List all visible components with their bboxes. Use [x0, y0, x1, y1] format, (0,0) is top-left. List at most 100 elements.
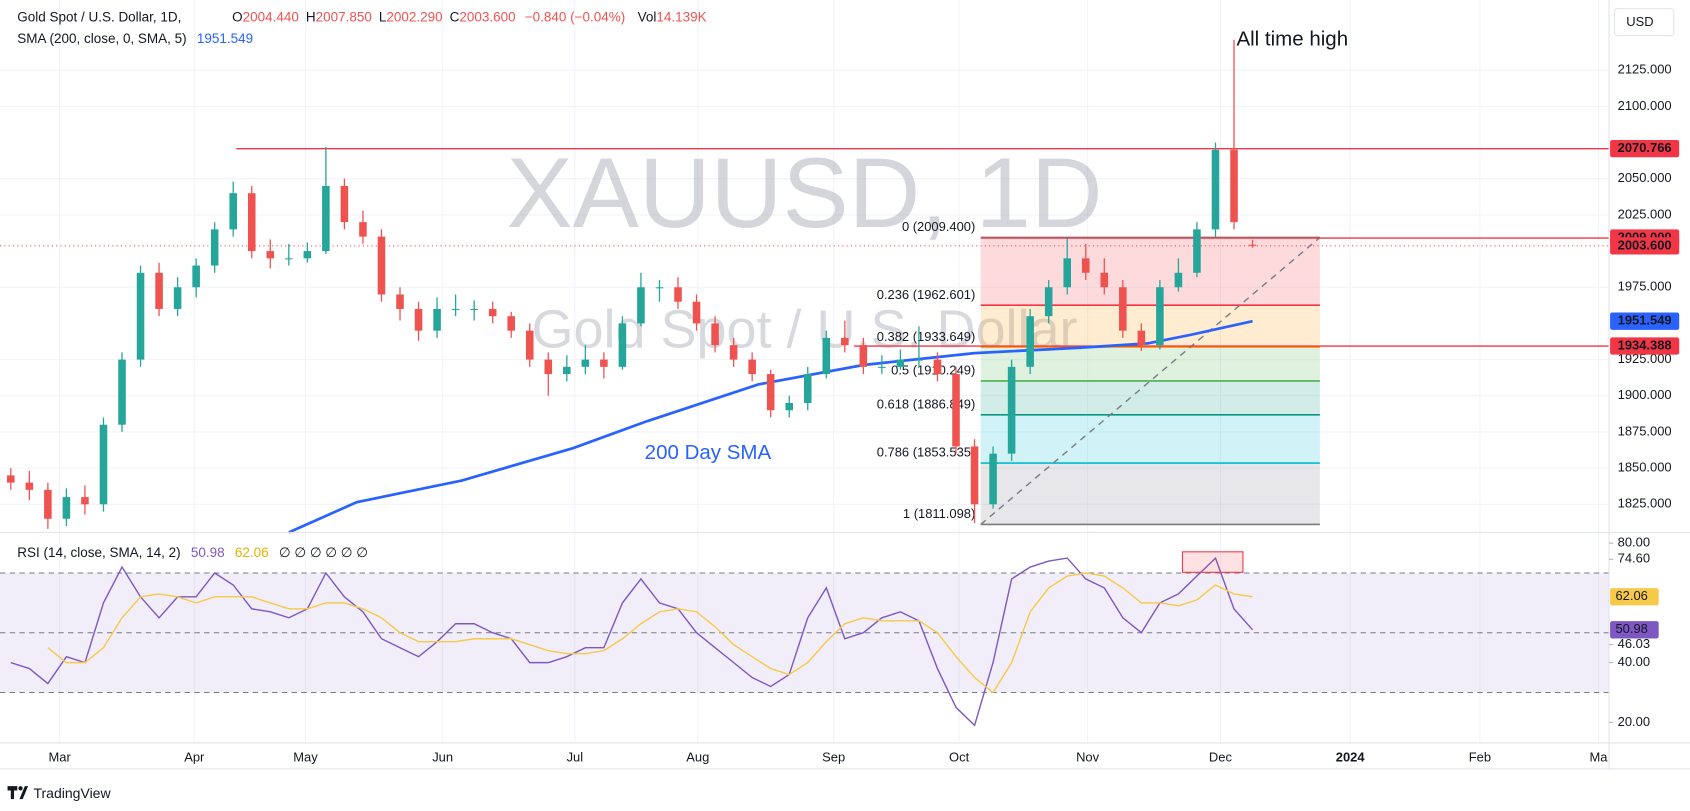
candle-body — [136, 272, 145, 360]
x-tick-label: Sep — [822, 750, 845, 765]
candle-body — [1119, 287, 1127, 331]
rsi-placeholders: ∅ ∅ ∅ ∅ ∅ ∅ — [279, 545, 368, 560]
fib-label: 0.618 (1886.849) — [877, 397, 976, 412]
highlight-box — [1181, 551, 1244, 573]
x-tick-label: Oct — [949, 750, 970, 765]
brand: TradingView — [7, 785, 111, 801]
candle-body — [1081, 258, 1090, 273]
rsi-band — [0, 573, 1610, 693]
candle-body — [970, 446, 979, 505]
candle-body — [470, 308, 478, 311]
y-tick-label: 2050.000 — [1618, 170, 1672, 185]
candle-body — [1007, 366, 1016, 454]
value-badge — [1610, 588, 1659, 606]
brand-logo — [7, 786, 29, 800]
ohlc-key: H — [306, 10, 316, 25]
rsi-line — [47, 572, 1253, 694]
price-badge — [1610, 140, 1680, 158]
currency-box[interactable] — [1613, 8, 1675, 37]
candle-body — [1137, 330, 1146, 346]
y-tick-label: 80.00 — [1618, 535, 1650, 550]
volume-key: Vol — [638, 10, 657, 25]
fib-label: 0.5 (1910.249) — [891, 363, 975, 378]
price-badge-label: 2070.766 — [1618, 140, 1672, 155]
y-tick-label: 1850.000 — [1618, 460, 1672, 475]
value-badge — [1610, 621, 1659, 639]
fib-zone — [980, 414, 1320, 464]
candle-body — [563, 366, 571, 375]
rsi-value: 50.98 — [191, 545, 225, 560]
rsi-ma-value: 62.06 — [235, 545, 269, 560]
candle-body — [433, 308, 441, 331]
candle-body — [711, 323, 719, 346]
candle-body — [600, 359, 608, 367]
price-badge — [1610, 312, 1680, 330]
candle-body — [99, 424, 108, 505]
watermark-title: XAUUSD, 1D — [506, 138, 1102, 249]
candle-body — [933, 359, 942, 375]
ohlc-value: 2004.440 — [243, 10, 299, 25]
header-ohlc: Gold Spot / U.S. Dollar, 1D, O2004.440 H… — [17, 10, 706, 25]
candle-body — [1211, 149, 1220, 230]
candle-body — [155, 272, 163, 309]
brand-name: TradingView — [33, 785, 111, 801]
candle-body — [952, 374, 960, 447]
y-tick-label: 1975.000 — [1618, 279, 1672, 294]
value-badge-label: 62.06 — [1615, 588, 1647, 603]
candle-body — [525, 330, 534, 360]
currency[interactable]: USD — [1626, 14, 1653, 29]
x-tick-label: Jun — [432, 750, 453, 765]
candle-body — [62, 497, 71, 519]
candle-body — [7, 475, 15, 483]
candle-body — [1026, 316, 1034, 367]
candle-body — [247, 193, 256, 252]
candle-body — [655, 287, 664, 289]
annotation: 200 Day SMA — [645, 441, 772, 464]
candle-body — [896, 359, 905, 367]
candle-body — [1174, 272, 1183, 288]
ohlc-value: 2007.850 — [316, 10, 372, 25]
symbol: Gold Spot / U.S. Dollar, 1D, — [17, 10, 181, 25]
candle-body — [637, 287, 645, 324]
x-tick-label: Feb — [1469, 750, 1491, 765]
candle-body — [729, 345, 738, 360]
candle-body — [1230, 149, 1238, 223]
candle-body — [359, 222, 367, 237]
x-tick-label: May — [293, 750, 318, 765]
rsi-legend: RSI (14, close, SMA, 14, 2) 50.98 62.06 … — [17, 545, 368, 560]
candle-body — [878, 366, 886, 368]
x-tick-label: Ma — [1590, 750, 1609, 765]
candle-body — [989, 453, 997, 505]
ohlc-value: 2003.600 — [459, 10, 515, 25]
sma-name: SMA (200, close, 0, SMA, 5) — [17, 31, 186, 46]
x-tick-label: Apr — [184, 750, 205, 765]
price-badge-label: 1951.549 — [1618, 313, 1672, 328]
candle-body — [1248, 244, 1257, 246]
sma-value: 1951.549 — [197, 31, 253, 46]
candle-body — [581, 359, 590, 367]
candle-body — [544, 359, 553, 375]
price-badge — [1610, 237, 1680, 255]
candle-body — [766, 374, 775, 411]
ohlc-value: 2002.290 — [386, 10, 442, 25]
candle-body — [173, 287, 182, 309]
y-tick-label: 2025.000 — [1618, 206, 1672, 221]
y-tick-label: 20.00 — [1618, 714, 1650, 729]
candle-body — [822, 337, 831, 375]
x-tick-label: Jul — [567, 750, 584, 765]
price-badge-label: 1934.388 — [1618, 337, 1672, 352]
candle-body — [81, 497, 89, 505]
candle-body — [748, 359, 756, 375]
ohlc-key: O — [232, 10, 243, 25]
candle-body — [1100, 272, 1109, 288]
fib-label: 0.236 (1962.601) — [877, 287, 976, 302]
candle-body — [785, 403, 793, 411]
price-badge-label: 2003.600 — [1618, 237, 1672, 252]
x-tick-label: Dec — [1209, 750, 1233, 765]
y-tick-label: 40.00 — [1618, 654, 1650, 669]
candle-body — [210, 229, 219, 266]
candle-body — [396, 294, 404, 309]
candle-body — [841, 337, 849, 346]
fib-label: 0.382 (1933.649) — [877, 329, 976, 344]
